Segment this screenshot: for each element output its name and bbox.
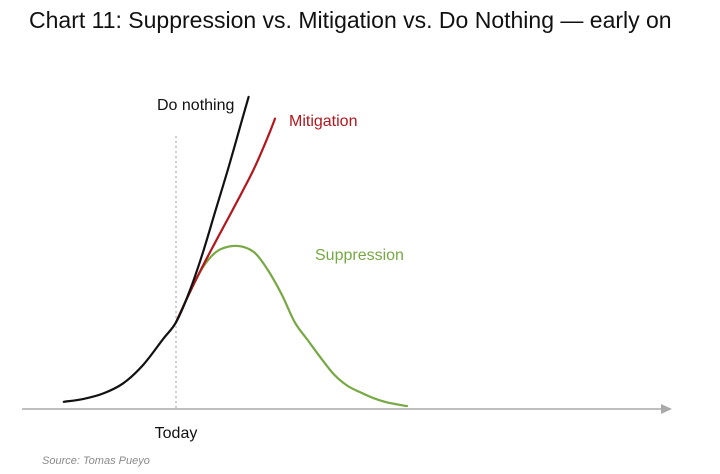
series-label-mitigation: Mitigation xyxy=(289,113,357,130)
x-tick-label-today: Today xyxy=(154,425,198,442)
series-label-do-nothing: Do nothing xyxy=(157,97,234,114)
chart-title: Chart 11: Suppression vs. Mitigation vs.… xyxy=(29,7,672,33)
source-note: Source: Tomas Pueyo xyxy=(42,455,150,467)
series-line-do-nothing xyxy=(62,95,250,403)
series-label-suppression: Suppression xyxy=(315,247,404,264)
x-axis-arrow xyxy=(661,404,672,414)
series-line-mitigation xyxy=(174,117,277,324)
chart-marks: Do nothing Mitigation Suppression xyxy=(22,95,672,414)
series-line-suppression xyxy=(174,244,409,408)
